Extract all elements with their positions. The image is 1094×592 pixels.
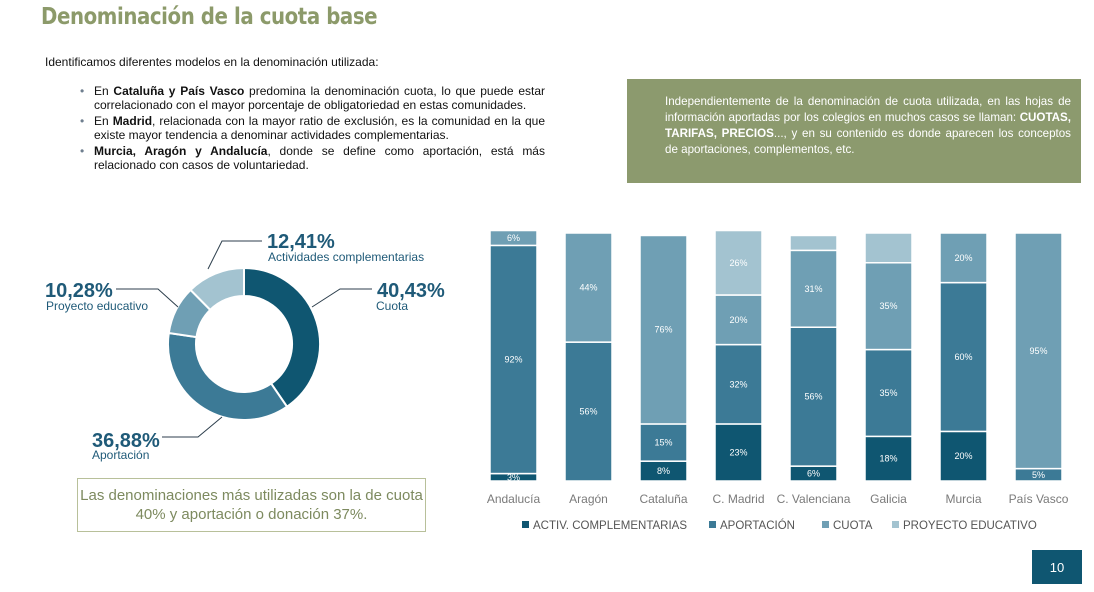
- legend-label: ACTIV. COMPLEMENTARIAS: [533, 520, 687, 532]
- bar-data-label: 3%: [507, 472, 520, 482]
- bar-segment: [939, 430, 988, 482]
- bar-data-label: 8%: [657, 466, 670, 476]
- summary-box: Las denominaciones más utilizadas son la…: [77, 478, 426, 532]
- slice-name-cuota: Cuota: [376, 299, 408, 313]
- legend-label: PROYECTO EDUCATIVO: [903, 520, 1037, 532]
- bar-segment: [939, 232, 988, 284]
- bar-data-label: 6%: [507, 233, 520, 243]
- bar-segment: [714, 229, 763, 296]
- bar-segment: [639, 234, 688, 425]
- bar-data-label: 92%: [504, 354, 522, 364]
- legend-swatch: [892, 521, 899, 528]
- bullet-item: En Madrid, relacionada con la mayor rati…: [80, 114, 545, 142]
- bar-segment: [864, 232, 913, 264]
- bar-data-label: 20%: [954, 451, 972, 461]
- slice-value-aportacion: 36,88%: [92, 430, 160, 452]
- bar-data-label: 6%: [807, 469, 820, 479]
- page-number: 10: [1032, 550, 1082, 584]
- bar-data-label: 60%: [954, 352, 972, 362]
- bullet-list: En Cataluña y País Vasco predomina la de…: [80, 84, 545, 174]
- bar-segment: [564, 232, 613, 343]
- bar-segment: [789, 326, 838, 467]
- category-label: Cataluña: [639, 492, 687, 506]
- bar-data-label: 15%: [654, 438, 672, 448]
- category-label: Aragón: [569, 492, 608, 506]
- leader-line-actividades: [207, 240, 262, 270]
- slice-value-proyecto: 10,28%: [45, 280, 113, 302]
- legend-swatch: [822, 521, 829, 528]
- bar-data-label: 35%: [879, 388, 897, 398]
- bar-segment: [864, 262, 913, 351]
- bar-data-label: 32%: [729, 379, 747, 389]
- donut-slice-0: [243, 266, 321, 409]
- bar-segment: [714, 294, 763, 346]
- category-label: C. Madrid: [712, 492, 764, 506]
- leader-line-aportacion: [162, 416, 223, 438]
- bar-data-label: 5%: [1032, 470, 1045, 480]
- bullet-item: En Cataluña y País Vasco predomina la de…: [80, 84, 545, 112]
- legend-swatch: [709, 521, 716, 528]
- bar-data-label: 20%: [954, 253, 972, 263]
- intro-text: Identificamos diferentes modelos en la d…: [45, 55, 379, 69]
- bar-segment: [864, 435, 913, 482]
- page-title: Denominación de la cuota base: [41, 4, 378, 30]
- slice-value-actividades: 12,41%: [267, 231, 335, 253]
- bar-data-label: 23%: [729, 447, 747, 457]
- leader-line-proyecto: [116, 288, 179, 308]
- leader-line-cuota: [311, 288, 372, 308]
- legend-swatch: [522, 521, 529, 528]
- bar-data-label: 26%: [729, 258, 747, 268]
- bar-data-label: 76%: [654, 325, 672, 335]
- donut-chart: 12,41% Actividades complementarias 40,43…: [45, 231, 445, 462]
- donut-slice-1: [167, 331, 289, 421]
- bar-data-label: 20%: [729, 315, 747, 325]
- slice-name-actividades: Actividades complementarias: [268, 250, 424, 264]
- slice-name-aportacion: Aportación: [92, 448, 149, 462]
- bar-data-label: 18%: [879, 454, 897, 464]
- info-box: Independientemente de la denominación de…: [627, 79, 1081, 183]
- slice-name-proyecto: Proyecto educativo: [46, 299, 148, 313]
- donut-slice-3: [189, 266, 245, 312]
- bar-segment: [789, 249, 838, 328]
- bar-segment: [489, 229, 538, 247]
- category-label: Murcia: [945, 492, 981, 506]
- stacked-bar-chart: 3% 92% 6% 56% 44% 8% 15% 76% 23% 32% 20% 26% 6% 56% 31…: [487, 229, 1069, 532]
- bar-data-label: 95%: [1029, 346, 1047, 356]
- category-label: C. Valenciana: [777, 492, 851, 506]
- bar-data-label: 56%: [804, 392, 822, 402]
- slice-value-cuota: 40,43%: [377, 280, 445, 302]
- category-label: Galicia: [870, 492, 907, 506]
- category-label: Andalucía: [487, 492, 541, 506]
- legend-label: CUOTA: [833, 520, 873, 532]
- bar-segment: [1014, 232, 1063, 470]
- bar-segment: [789, 234, 838, 252]
- bullet-item: Murcia, Aragón y Andalucía, donde se def…: [80, 144, 545, 172]
- bar-data-label: 56%: [579, 407, 597, 417]
- bar-data-label: 35%: [879, 301, 897, 311]
- bar-segment: [939, 281, 988, 433]
- bar-data-label: 44%: [579, 283, 597, 293]
- bar-segment: [864, 348, 913, 438]
- category-label: País Vasco: [1009, 492, 1069, 506]
- bar-data-label: 31%: [804, 284, 822, 294]
- legend-label: APORTACIÓN: [720, 519, 795, 532]
